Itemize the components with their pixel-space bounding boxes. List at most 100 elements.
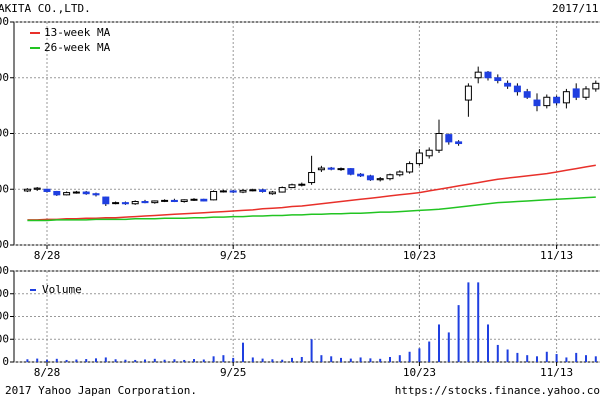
volume-bar xyxy=(496,344,499,362)
candle-body xyxy=(112,202,120,205)
candle-body xyxy=(327,167,335,170)
candle-body xyxy=(337,168,345,171)
y-tick-label: 200000 xyxy=(0,310,9,323)
volume-bar xyxy=(340,357,342,362)
volume-bar xyxy=(153,358,156,362)
volume-bar xyxy=(114,359,117,362)
x-tick-label: 10/23 xyxy=(403,366,436,379)
candle-body xyxy=(249,189,257,192)
candle-body xyxy=(504,82,512,87)
y-tick-label: 100000 xyxy=(0,332,9,345)
volume-bar xyxy=(428,341,431,362)
candle-body xyxy=(102,196,110,205)
y-tick-label: 400000 xyxy=(0,264,9,277)
volume-bar xyxy=(555,354,558,362)
volume-bar xyxy=(359,357,362,362)
x-tick-label: 11/13 xyxy=(540,249,573,262)
candle-body xyxy=(259,189,267,192)
volume-bar xyxy=(55,358,58,362)
volume-bar xyxy=(232,357,235,362)
candle-body xyxy=(406,163,414,173)
volume-bar xyxy=(281,359,284,362)
candle-body xyxy=(357,173,365,177)
candle-body xyxy=(170,199,178,203)
y-tick-label: 400 xyxy=(0,238,9,251)
candle-body xyxy=(23,188,31,192)
volume-bar xyxy=(467,282,470,362)
y-tick-label: 0 xyxy=(2,355,9,368)
volume-bar xyxy=(144,359,146,362)
volume-bar xyxy=(134,359,137,362)
candle-body xyxy=(415,152,423,165)
candle-body xyxy=(494,77,502,82)
candle-body xyxy=(386,174,394,180)
volume-bar xyxy=(65,359,68,362)
volume-bar xyxy=(300,356,303,362)
candle-body xyxy=(82,191,90,195)
candle-body xyxy=(484,71,492,79)
candle-body xyxy=(210,190,218,201)
candle-body xyxy=(464,85,472,101)
candle-body xyxy=(308,172,316,184)
candle-body xyxy=(288,184,296,189)
volume-bar xyxy=(193,359,195,362)
candle-body xyxy=(72,191,80,194)
candle-body xyxy=(239,189,247,193)
x-tick-label: 8/28 xyxy=(34,249,61,262)
x-tick-label: 11/13 xyxy=(540,366,573,379)
candle-body xyxy=(455,141,463,145)
candle-body xyxy=(582,88,590,98)
candle-body xyxy=(396,171,404,176)
candle-body xyxy=(513,85,521,93)
ma-line xyxy=(27,164,596,221)
volume-bar xyxy=(320,355,323,362)
candle-body xyxy=(63,192,71,196)
volume-bar xyxy=(447,332,450,362)
candle-body xyxy=(553,96,561,104)
volume-bar xyxy=(271,359,274,362)
candle-body xyxy=(425,149,433,157)
candle-body xyxy=(523,91,531,98)
candle-body xyxy=(592,82,600,90)
candle-body xyxy=(180,199,188,203)
volume-bar xyxy=(95,358,97,362)
volume-bar xyxy=(536,356,538,362)
candle-body xyxy=(562,91,570,104)
candle-body xyxy=(366,175,374,181)
volume-bar xyxy=(85,359,88,362)
candle-body xyxy=(298,183,306,186)
volume-bar xyxy=(418,348,421,362)
volume-bar xyxy=(173,359,176,362)
chart-date: 2017/11 xyxy=(552,2,598,15)
candle-body xyxy=(131,201,139,205)
volume-bar xyxy=(398,355,401,362)
candle-body xyxy=(376,178,384,181)
volume-bar xyxy=(330,356,333,362)
candle-body xyxy=(141,201,149,204)
volume-bar xyxy=(487,324,489,362)
candle-body xyxy=(190,198,198,201)
candle-body xyxy=(219,190,227,193)
candle-body xyxy=(121,202,129,205)
volume-bar xyxy=(202,359,205,362)
candle-body xyxy=(92,193,100,196)
legend-label: 13-week MA xyxy=(44,26,111,39)
volume-bar xyxy=(585,355,587,362)
volume-bar xyxy=(26,359,29,362)
volume-bar xyxy=(545,351,548,362)
volume-bar xyxy=(310,339,313,362)
volume-bar xyxy=(457,305,460,362)
x-tick-label: 9/25 xyxy=(220,366,247,379)
volume-bar xyxy=(261,358,264,362)
candle-body xyxy=(278,187,286,193)
candle-body xyxy=(543,96,551,107)
volume-bar xyxy=(594,356,597,362)
y-tick-label: 500 xyxy=(0,182,9,195)
y-tick-label: 300000 xyxy=(0,287,9,300)
candle-body xyxy=(435,133,443,151)
volume-bar xyxy=(438,324,440,362)
volume-bar xyxy=(242,342,244,362)
y-tick-label: 800 xyxy=(0,15,9,28)
y-tick-label: 600 xyxy=(0,127,9,140)
volume-bar xyxy=(251,357,254,362)
